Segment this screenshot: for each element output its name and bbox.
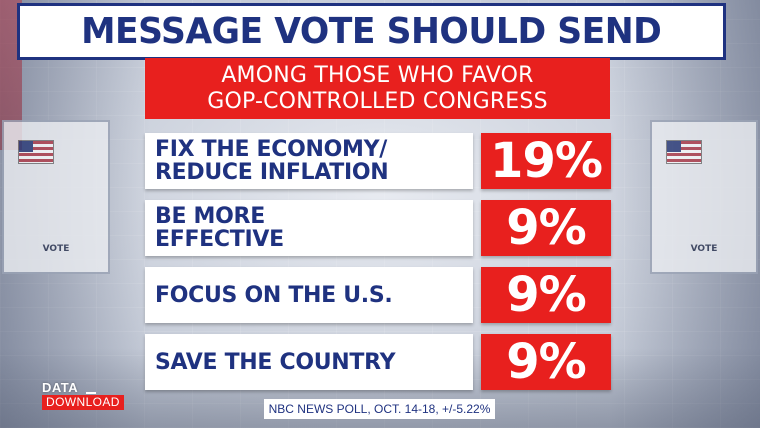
row-value-label: 9% <box>506 200 586 256</box>
source-text: NBC NEWS POLL, OCT. 14-18, +/-5.22% <box>268 402 491 416</box>
row-label: FIX THE ECONOMY/REDUCE INFLATION <box>145 133 473 189</box>
table-row: FIX THE ECONOMY/REDUCE INFLATION 19% <box>145 133 611 189</box>
row-value: 9% <box>481 334 611 390</box>
flag-stripe <box>0 0 22 150</box>
row-value-label: 19% <box>490 133 603 189</box>
row-value: 19% <box>481 133 611 189</box>
source-banner: NBC NEWS POLL, OCT. 14-18, +/-5.22% <box>264 399 495 419</box>
row-label-line: FOCUS ON THE U.S. <box>155 282 393 308</box>
row-label: FOCUS ON THE U.S. <box>145 267 473 323</box>
subtitle-line-1: AMONG THOSE WHO FAVOR <box>221 62 534 88</box>
subtitle-banner: AMONG THOSE WHO FAVOR GOP-CONTROLLED CON… <box>145 58 610 119</box>
booth-label: VOTE <box>42 244 70 254</box>
voting-booth-right: VOTE <box>650 120 758 274</box>
flag-icon <box>666 140 702 164</box>
row-label-line: SAVE THE COUNTRY <box>155 349 396 375</box>
row-label-line: REDUCE INFLATION <box>155 160 389 185</box>
row-value-label: 9% <box>506 267 586 323</box>
row-label: SAVE THE COUNTRY <box>145 334 473 390</box>
chart-title: MESSAGE VOTE SHOULD SEND <box>81 11 662 52</box>
row-label: BE MORE EFFECTIVE <box>145 200 473 256</box>
row-label-line: BE MORE <box>155 204 265 229</box>
booth-label: VOTE <box>690 244 718 254</box>
subtitle-line-2: GOP-CONTROLLED CONGRESS <box>207 88 548 114</box>
logo-underscore <box>86 392 96 394</box>
voting-booth-left: VOTE <box>2 120 110 274</box>
row-value: 9% <box>481 267 611 323</box>
row-label-line: EFFECTIVE <box>155 227 284 252</box>
logo-text-download: DOWNLOAD <box>42 395 124 410</box>
data-download-logo: DATA DOWNLOAD <box>42 380 162 410</box>
row-value: 9% <box>481 200 611 256</box>
logo-text-data: DATA <box>42 380 79 395</box>
table-row: SAVE THE COUNTRY 9% <box>145 334 611 390</box>
row-label-line: FIX THE ECONOMY/ <box>155 137 387 162</box>
title-banner: MESSAGE VOTE SHOULD SEND <box>17 3 726 60</box>
table-row: BE MORE EFFECTIVE 9% <box>145 200 611 256</box>
table-row: FOCUS ON THE U.S. 9% <box>145 267 611 323</box>
row-value-label: 9% <box>506 334 586 390</box>
flag-icon <box>18 140 54 164</box>
